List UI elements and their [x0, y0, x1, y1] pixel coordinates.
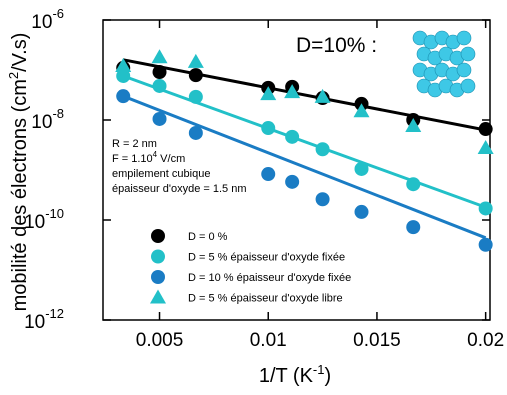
marker-circle — [188, 68, 203, 83]
parameter: F = 1.104 V/cm — [112, 150, 185, 165]
x-axis-label: 1/T (K-1) — [259, 362, 331, 387]
annotation-title: D=10% : — [296, 34, 377, 57]
legend-marker — [150, 289, 166, 304]
legend-label: D = 5 % épaisseur d'oxyde fixée — [188, 252, 345, 264]
y-tick-base: 10 — [24, 312, 45, 333]
marker-circle — [354, 161, 369, 176]
marker-circle — [188, 89, 203, 104]
marker-circle — [354, 204, 369, 219]
plot-frame — [102, 19, 491, 321]
y-tick-base: 10 — [31, 112, 52, 133]
fit-line — [122, 58, 486, 132]
marker-triangle — [353, 103, 370, 118]
parameter: empilement cubique — [112, 168, 210, 180]
x-tick-label: 0.01 — [250, 330, 287, 351]
marker-circle — [315, 192, 330, 207]
marker-triangle — [477, 140, 494, 155]
y-tick-exponent: -10 — [45, 206, 64, 221]
y-tick-label: 10-10 — [24, 206, 64, 233]
marker-circle — [116, 89, 131, 104]
legend-marker — [151, 229, 165, 243]
parameter: épaisseur d'oxyde = 1.5 nm — [112, 183, 247, 195]
x-tick-label: 0.005 — [136, 330, 184, 351]
y-tick-label: 10-6 — [31, 6, 64, 33]
marker-triangle — [115, 58, 132, 73]
sphere-cluster — [412, 30, 476, 98]
y-tick-label: 10-12 — [24, 306, 64, 333]
sphere — [456, 62, 472, 78]
marker-circle — [285, 129, 300, 144]
x-tick-label: 0.015 — [353, 330, 401, 351]
marker-circle — [261, 121, 276, 136]
y-tick-exponent: -6 — [52, 6, 64, 21]
marker-triangle — [314, 88, 331, 103]
fit-line — [122, 94, 487, 240]
marker-triangle — [284, 84, 301, 99]
marker-circle — [406, 220, 421, 235]
marker-circle — [188, 125, 203, 140]
y-tick-base: 10 — [24, 212, 45, 233]
parameter: R = 2 nm — [112, 138, 157, 150]
marker-circle — [261, 167, 276, 182]
x-tick-label: 0.02 — [467, 330, 504, 351]
legend-marker — [151, 270, 165, 284]
marker-circle — [152, 78, 167, 93]
y-tick-base: 10 — [31, 12, 52, 33]
marker-circle — [478, 122, 493, 137]
marker-circle — [116, 68, 131, 83]
marker-circle — [478, 237, 493, 252]
sphere — [460, 78, 476, 94]
marker-circle — [315, 142, 330, 157]
legend-label: D = 0 % — [188, 231, 228, 243]
y-tick-label: 10-8 — [31, 106, 64, 133]
marker-circle — [152, 111, 167, 126]
marker-triangle — [260, 86, 277, 101]
marker-triangle — [187, 53, 204, 68]
marker-triangle — [151, 49, 168, 64]
marker-circle — [152, 65, 167, 80]
legend-label: D = 10 % épaisseur d'oxyde fixée — [188, 272, 351, 284]
legend-marker — [151, 249, 165, 264]
legend-label: D = 5 % épaisseur d'oxyde libre — [188, 293, 343, 305]
marker-triangle — [405, 117, 422, 132]
marker-circle — [478, 201, 493, 216]
y-tick-exponent: -8 — [52, 106, 64, 121]
fit-line — [122, 74, 487, 209]
sphere — [460, 46, 476, 62]
y-tick-exponent: -12 — [45, 306, 64, 321]
sphere — [456, 30, 472, 46]
marker-circle — [406, 177, 421, 192]
y-axis-label: mobilité des électrons (cm2/V.s) — [6, 33, 31, 312]
marker-circle — [285, 174, 300, 189]
